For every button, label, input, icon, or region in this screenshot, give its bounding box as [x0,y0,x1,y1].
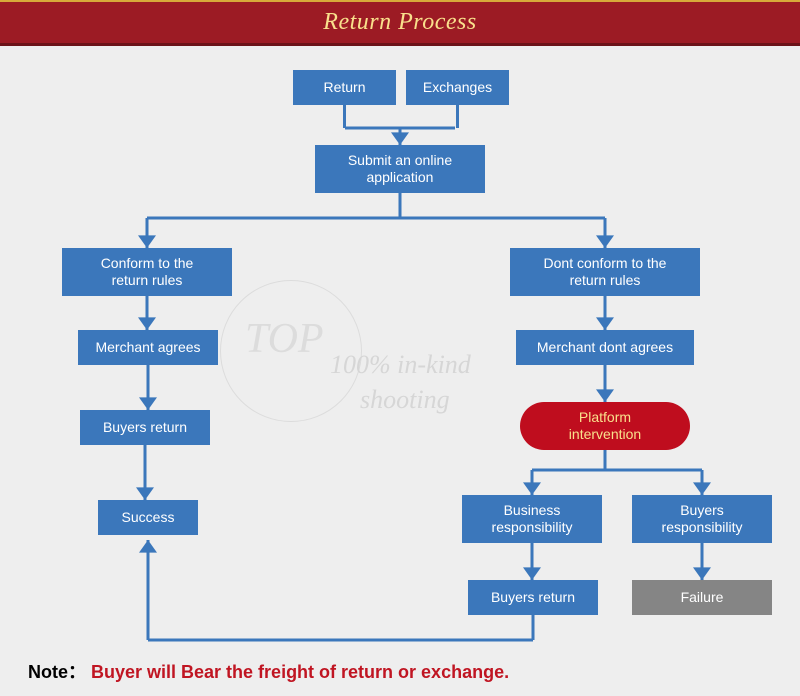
node-business-resp: Business responsibility [462,495,602,543]
node-buyers-return-l: Buyers return [80,410,210,445]
node-buyers-resp: Buyers responsibility [632,495,772,543]
node-merchant-agrees: Merchant agrees [78,330,218,365]
node-exchanges: Exchanges [406,70,509,105]
node-submit: Submit an online application [315,145,485,193]
node-dont-conform: Dont conform to the return rules [510,248,700,296]
node-success: Success [98,500,198,535]
node-return: Return [293,70,396,105]
watermark-circle [220,280,362,422]
watermark-text: TOP [245,315,324,363]
watermark-text: shooting [360,385,450,415]
node-failure: Failure [632,580,772,615]
node-platform: Platform intervention [520,402,690,450]
footer-note: Note： Buyer will Bear the freight of ret… [28,658,509,684]
header-title: Return Process [323,9,476,36]
note-text: Buyer will Bear the freight of return or… [86,662,509,682]
header-bar: Return Process [0,0,800,46]
node-merchant-dont: Merchant dont agrees [516,330,694,365]
node-conform: Conform to the return rules [62,248,232,296]
note-prefix: Note： [28,662,86,682]
node-buyers-return-r: Buyers return [468,580,598,615]
return-process-flowchart: Return Process TOP100% in-kind shooting Re… [0,0,800,696]
watermark-text: 100% in-kind [330,350,471,380]
